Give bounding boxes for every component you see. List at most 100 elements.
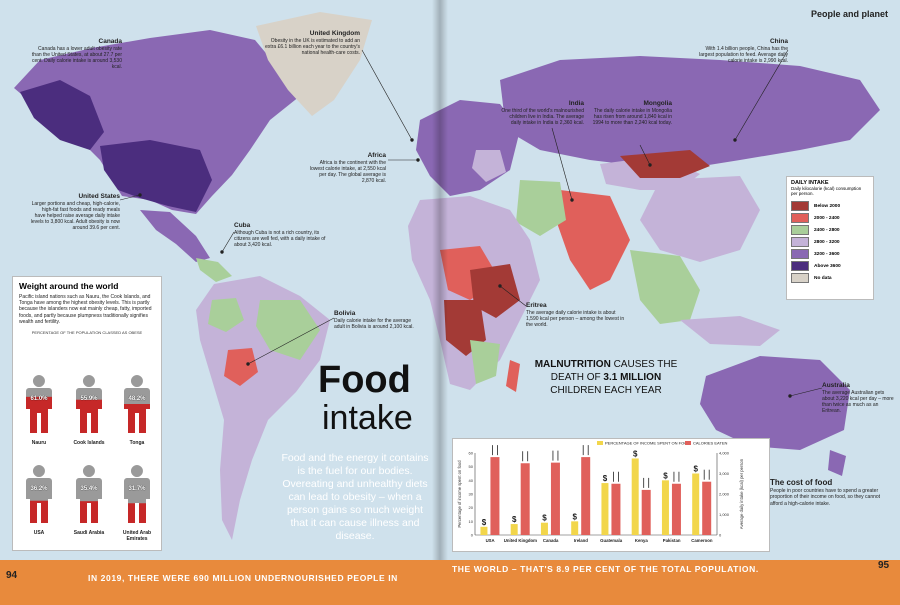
footer-text-left: IN 2019, THERE WERE 690 MILLION UNDERNOU… — [88, 573, 398, 583]
cost-title: The cost of food — [770, 478, 833, 487]
y-tick-right: 0 — [719, 533, 722, 538]
bar-income-share — [480, 526, 488, 535]
legend-item: 2000 - 2400 — [791, 212, 869, 224]
annotation-eritrea: Eritrea The average daily calorie intake… — [526, 302, 626, 328]
y-tick-right: 3,000 — [719, 471, 730, 476]
malnutrition-line1: CAUSES THE — [610, 359, 678, 370]
obesity-figure: 31.7% United Arab Emirates — [117, 463, 157, 542]
weight-box-text: Pacific island nations such as Nauru, th… — [19, 294, 152, 325]
cost-of-food: The cost of food People in poor countrie… — [770, 478, 888, 507]
annotation-uk: United Kingdom Obesity in the UK is esti… — [262, 30, 360, 56]
dollar-icon: $ — [512, 515, 517, 524]
bar-calories — [641, 489, 651, 535]
legend-label: 2400 - 2800 — [814, 227, 840, 233]
annotation-title: Africa — [367, 152, 386, 159]
legend-series-calories: CALORIES EATEN — [693, 441, 727, 446]
dollar-icon: $ — [482, 518, 487, 527]
dollar-icon: $ — [663, 471, 668, 480]
legend-item: 2800 - 3200 — [791, 236, 869, 248]
person-silhouette-icon — [76, 375, 102, 433]
person-silhouette-icon — [124, 465, 150, 523]
legend-label: No data — [814, 275, 832, 281]
legend-title: DAILY INTAKE — [791, 180, 829, 186]
person-silhouette-icon — [124, 375, 150, 433]
obesity-figure: 35.4% Saudi Arabia — [69, 463, 109, 536]
obesity-country: USA — [33, 530, 45, 536]
bar-income-share — [510, 524, 518, 535]
obesity-percent: 35.4% — [80, 486, 98, 492]
obesity-figure: 61.0% Nauru — [19, 373, 59, 446]
annotation-bolivia: Bolivia Daily calorie intake for the ave… — [334, 310, 418, 330]
bar-income-share — [540, 522, 548, 535]
title-line1: Food — [318, 359, 411, 401]
legend-label: 2000 - 2400 — [814, 215, 840, 221]
y-tick-right: 2,000 — [719, 492, 730, 497]
obesity-percent: 55.9% — [80, 396, 98, 402]
page-number-left: 94 — [6, 570, 18, 581]
legend-swatch — [791, 249, 809, 259]
intro-text: Food and the energy it contains is the f… — [281, 452, 429, 542]
x-tick-label: Pakistan — [663, 538, 681, 543]
obesity-figure: 55.9% Cook Islands — [69, 373, 109, 446]
annotation-china: China With 1.4 billion people, China has… — [696, 38, 788, 64]
page-title: Food intake — [318, 360, 413, 436]
annotation-text: Africa is the continent with the lowest … — [309, 160, 386, 184]
annotation-usa: United States Larger portions and cheap,… — [30, 193, 120, 231]
dollar-icon: $ — [572, 512, 577, 521]
obesity-figure: 48.2% Tonga — [117, 373, 157, 446]
legend-swatch — [791, 273, 809, 283]
annotation-text: Obesity in the UK is estimated to add an… — [265, 38, 360, 56]
annotation-title: India — [568, 100, 584, 107]
y-tick-right: 1,000 — [719, 512, 730, 517]
malnutrition-strong: MALNUTRITION — [534, 359, 611, 370]
annotation-canada: Canada Canada has a lower adult obesity … — [30, 38, 122, 70]
weight-around-world-box: Weight around the world Pacific island n… — [12, 276, 162, 551]
fork-knife-icon — [703, 469, 710, 480]
footer-text-right: THE WORLD – THAT'S 8.9 PER CENT OF THE T… — [452, 564, 759, 574]
y-tick-left: 50 — [469, 464, 474, 469]
obesity-percent: 31.7% — [128, 486, 146, 492]
bar-income-share — [692, 473, 700, 535]
bar-calories — [550, 462, 560, 535]
bar-calories — [581, 457, 591, 535]
legend-label: Above 3600 — [814, 263, 841, 269]
fork-knife-icon — [643, 477, 650, 488]
weight-box-title: Weight around the world — [19, 281, 119, 291]
weight-box-caption: PERCENTAGE OF THE POPULATION CLASSED AS … — [31, 330, 143, 336]
bar-income-share — [661, 480, 669, 535]
bar-income-share — [631, 458, 639, 535]
legend-swatch — [791, 225, 809, 235]
daily-intake-legend: DAILY INTAKE Daily kilocalorie (kcal) co… — [786, 176, 874, 300]
cost-text: People in poor countries have to spend a… — [770, 488, 881, 507]
y-tick-left: 20 — [469, 505, 474, 510]
obesity-country: Saudi Arabia — [73, 530, 105, 536]
annotation-title: China — [769, 38, 788, 45]
y-tick-left: 40 — [469, 478, 474, 483]
annotation-text: With 1.4 billion people, China has the l… — [699, 46, 788, 64]
legend-item: Above 3600 — [791, 260, 869, 272]
annotation-title: United Kingdom — [309, 30, 360, 37]
y-tick-right: 4,000 — [719, 451, 730, 456]
dollar-icon: $ — [633, 449, 638, 458]
footer-bar: 94 IN 2019, THERE WERE 690 MILLION UNDER… — [0, 560, 900, 605]
page-number-right: 95 — [878, 560, 890, 571]
dollar-icon: $ — [693, 465, 698, 474]
legend-item: 2400 - 2800 — [791, 224, 869, 236]
fork-knife-icon — [673, 471, 680, 482]
legend-subtitle: Daily kilocalorie (kcal) consumption per… — [791, 186, 862, 196]
annotation-mongolia: Mongolia The daily calorie intake in Mon… — [592, 100, 672, 126]
x-tick-label: Guatemala — [600, 538, 623, 543]
y-tick-left: 60 — [469, 451, 474, 456]
annotation-australia: Australia The average Australian gets ab… — [822, 382, 894, 414]
x-tick-label: USA — [486, 538, 495, 543]
leader-lines — [119, 49, 823, 398]
title-line2: intake — [322, 399, 413, 437]
bar-calories — [702, 481, 712, 535]
obesity-country: Nauru — [31, 440, 47, 446]
obesity-percent: 36.2% — [30, 486, 48, 492]
bar-calories — [611, 483, 621, 535]
annotation-title: Cuba — [234, 222, 251, 229]
annotation-text: The average daily calorie intake is abou… — [526, 310, 625, 328]
person-silhouette-icon — [76, 465, 102, 523]
obesity-figure: 36.2% USA — [19, 463, 59, 536]
